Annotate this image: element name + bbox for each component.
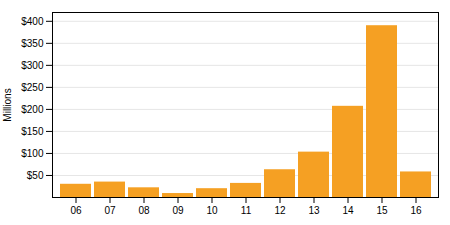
svg-text:$200: $200 [21,104,44,115]
svg-text:$150: $150 [21,126,44,137]
svg-text:$250: $250 [21,82,44,93]
svg-text:16: 16 [410,205,422,216]
svg-text:14: 14 [342,205,354,216]
svg-text:10: 10 [206,205,218,216]
svg-text:12: 12 [274,205,286,216]
svg-text:Millions: Millions [2,88,13,121]
svg-text:$350: $350 [21,38,44,49]
svg-text:$100: $100 [21,148,44,159]
svg-text:11: 11 [241,205,252,216]
svg-text:15: 15 [376,205,388,216]
svg-text:$400: $400 [21,16,44,27]
svg-text:$50: $50 [27,170,44,181]
svg-text:06: 06 [70,205,82,216]
svg-text:07: 07 [104,205,116,216]
svg-text:13: 13 [308,205,320,216]
svg-text:09: 09 [172,205,184,216]
svg-text:08: 08 [138,205,150,216]
svg-text:$300: $300 [21,60,44,71]
